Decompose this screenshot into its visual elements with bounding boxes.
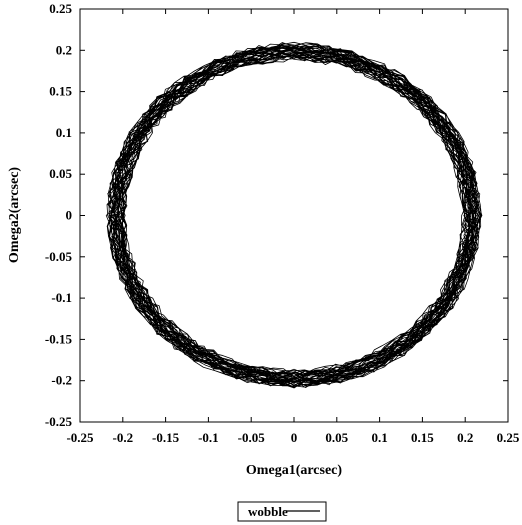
axis-ticks (79, 8, 509, 423)
y-tick-label: -0.25 (45, 414, 73, 429)
y-tick-label: -0.05 (45, 249, 73, 264)
y-tick-label: 0.25 (49, 1, 72, 16)
y-tick-label: -0.1 (51, 290, 72, 305)
y-tick-label: 0.2 (56, 42, 72, 57)
x-tick-label: 0.25 (497, 430, 520, 445)
x-tick-label: 0.1 (371, 430, 387, 445)
x-tick-label: 0 (291, 430, 298, 445)
x-tick-label: 0.15 (411, 430, 434, 445)
tick-labels: -0.25 -0.2 -0.15 -0.1 -0.05 0 0.05 0.1 0.15 0.2 0.… (45, 1, 520, 445)
x-tick-label: 0.05 (325, 430, 348, 445)
x-tick-label: -0.2 (113, 430, 134, 445)
plot-frame (79, 8, 509, 423)
x-tick-label: -0.1 (198, 430, 219, 445)
series-wobble (105, 41, 483, 389)
y-tick-label: 0.15 (49, 84, 72, 99)
y-tick-label: 0 (66, 208, 73, 223)
x-tick-label: 0.2 (457, 430, 473, 445)
y-tick-label: 0.1 (56, 125, 72, 140)
legend-label: wobble (248, 504, 288, 519)
x-axis-title: Omega1(arcsec) (246, 463, 342, 478)
x-tick-label: -0.05 (238, 430, 266, 445)
series-line-wobble (105, 41, 483, 389)
y-tick-label: 0.05 (49, 166, 72, 181)
x-tick-label: -0.25 (66, 430, 94, 445)
y-tick-label: -0.15 (45, 331, 73, 346)
legend: wobble (237, 501, 327, 522)
x-tick-label: -0.15 (152, 430, 180, 445)
legend-box (237, 501, 327, 522)
y-tick-label: -0.2 (51, 373, 72, 388)
y-axis-title: Omega2(arcsec) (7, 167, 22, 263)
